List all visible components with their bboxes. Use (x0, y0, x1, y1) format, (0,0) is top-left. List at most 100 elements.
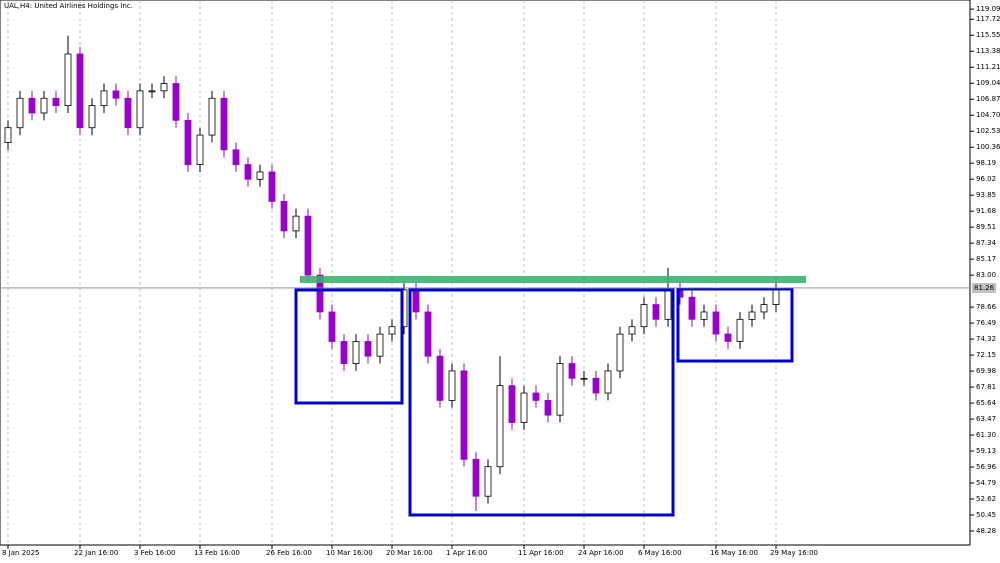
candle-body (340, 341, 348, 364)
y-tick-label: 96.02 (976, 175, 996, 183)
chart-title: UAL,H4: United Airlines Holdings Inc. (4, 2, 133, 10)
candle-body (712, 311, 720, 335)
y-tick-label: 76.49 (976, 319, 996, 327)
candle-body (196, 134, 204, 165)
y-tick-label: 83.00 (976, 271, 996, 279)
current-price-box (972, 282, 996, 293)
candle-body (448, 370, 456, 401)
candle-body (76, 53, 84, 129)
resistance-line (300, 276, 806, 283)
x-tick-label: 11 Apr 16:00 (518, 549, 564, 557)
candle-body (532, 392, 540, 401)
candle-body (604, 370, 612, 394)
y-tick-label: 98.19 (976, 159, 996, 167)
candle-body (232, 149, 240, 165)
y-tick-label: 54.79 (976, 479, 996, 487)
candle-body (484, 466, 492, 497)
y-tick-label: 89.51 (976, 223, 996, 231)
candle-body (184, 119, 192, 165)
y-tick-label: 74.32 (976, 335, 996, 343)
y-tick-label: 91.68 (976, 207, 996, 215)
y-tick-label: 104.70 (976, 111, 1000, 119)
candle-body (352, 341, 360, 364)
candle-body (772, 289, 780, 305)
candle-body (148, 90, 156, 93)
range-box (676, 287, 794, 363)
candle-body (28, 97, 36, 114)
candle-body (616, 333, 624, 372)
y-tick-label: 78.66 (976, 303, 997, 311)
plot-frame (0, 0, 971, 546)
x-tick-label: 24 Apr 16:00 (578, 549, 624, 557)
candle-body (160, 83, 168, 92)
x-tick-label: 20 Mar 16:00 (386, 549, 433, 557)
candle-body (556, 363, 564, 416)
current-price-label: 81.26 (974, 284, 995, 292)
candle-body (424, 311, 432, 357)
candle-body (580, 377, 588, 380)
candle-body (304, 215, 312, 276)
candle-body (328, 311, 336, 342)
candle-body (592, 377, 600, 394)
y-tick-label: 109.04 (976, 79, 1000, 87)
y-tick-label: 115.55 (976, 31, 1000, 39)
candle-body (136, 90, 144, 129)
candle-body (256, 171, 264, 180)
y-tick-label: 67.81 (976, 383, 996, 391)
x-tick-label: 3 Feb 16:00 (134, 549, 175, 557)
x-tick-label: 6 May 16:00 (638, 549, 682, 557)
candle-body (724, 333, 732, 342)
x-tick-label: 10 Mar 16:00 (326, 549, 373, 557)
candle-body (568, 363, 576, 379)
x-tick-label: 22 Jan 16:00 (74, 549, 118, 557)
candle-body (292, 215, 300, 232)
candles (4, 35, 780, 511)
y-tick-label: 72.15 (976, 351, 996, 359)
candle-body (16, 97, 24, 129)
candle-body (244, 164, 252, 180)
y-tick-label: 87.34 (976, 239, 997, 247)
candle-body (496, 385, 504, 468)
candle-body (640, 304, 648, 328)
candle-body (652, 304, 660, 320)
y-tick-label: 85.17 (976, 255, 996, 263)
candle-body (748, 311, 756, 320)
x-tick-label: 26 Feb 16:00 (266, 549, 312, 557)
y-tick-label: 50.45 (976, 511, 996, 519)
candle-body (508, 385, 516, 423)
y-tick-label: 52.62 (976, 495, 996, 503)
range-box (294, 288, 404, 405)
candle-body (436, 355, 444, 401)
x-tick-label: 1 Apr 16:00 (446, 549, 487, 557)
candle-body (388, 326, 396, 335)
y-tick-label: 100.36 (976, 143, 1000, 151)
candle-body (700, 311, 708, 320)
y-tick-label: 102.53 (976, 127, 1000, 135)
candle-body (364, 341, 372, 357)
candle-body (88, 105, 96, 129)
y-tick-label: 48.28 (976, 527, 996, 535)
y-tick-label: 69.98 (976, 367, 996, 375)
candle-body (112, 90, 120, 99)
candle-body (220, 97, 228, 151)
candle-body (280, 201, 288, 232)
candle-body (760, 304, 768, 313)
x-tick-label: 8 Jan 2025 (2, 549, 40, 557)
candle-body (472, 458, 480, 497)
x-tick-label: 13 Feb 16:00 (194, 549, 240, 557)
candle-body (412, 289, 420, 313)
candle-body (100, 90, 108, 107)
x-tick-label: 16 May 16:00 (710, 549, 758, 557)
candle-body (64, 53, 72, 107)
y-tick-label: 119.09 (976, 5, 1000, 13)
candle-body (52, 97, 60, 107)
candle-body (628, 326, 636, 335)
x-tick-label: 29 May 16:00 (770, 549, 818, 557)
candle-body (376, 333, 384, 357)
range-box (408, 288, 675, 517)
y-tick-label: 111.21 (976, 63, 1000, 71)
candle-body (520, 392, 528, 423)
candle-body (172, 83, 180, 121)
candle-body (664, 289, 672, 320)
candle-body (124, 97, 132, 129)
